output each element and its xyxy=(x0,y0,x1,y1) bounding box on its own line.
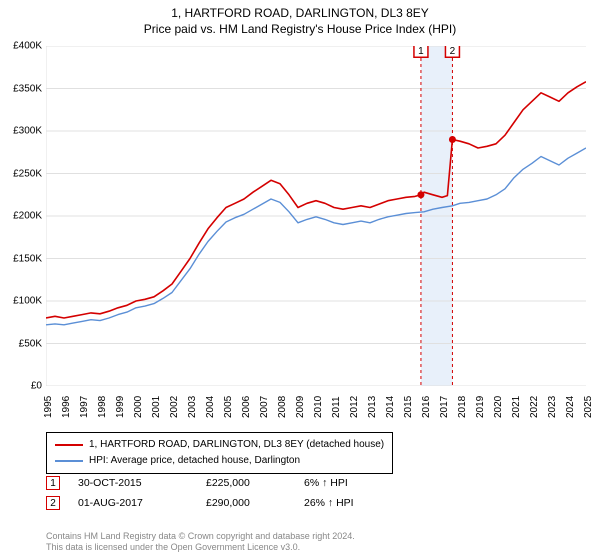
footer-line2: This data is licensed under the Open Gov… xyxy=(46,542,355,554)
x-tick-label: 2021 xyxy=(511,396,522,418)
x-tick-label: 2007 xyxy=(259,396,270,418)
x-tick-label: 1997 xyxy=(79,396,90,418)
marker-pct: 26% ↑ HPI xyxy=(304,497,394,509)
x-tick-label: 2004 xyxy=(205,396,216,418)
x-tick-label: 2015 xyxy=(403,396,414,418)
x-tick-label: 1999 xyxy=(115,396,126,418)
x-tick-label: 2023 xyxy=(547,396,558,418)
x-tick-label: 2018 xyxy=(457,396,468,418)
x-tick-label: 1995 xyxy=(43,396,54,418)
marker-row: 1 30-OCT-2015 £225,000 6% ↑ HPI xyxy=(46,476,394,490)
y-tick-label: £150K xyxy=(13,253,42,264)
x-tick-label: 1998 xyxy=(97,396,108,418)
chart-svg: 12 xyxy=(46,46,586,386)
y-tick-label: £350K xyxy=(13,83,42,94)
chart-area: 12 xyxy=(46,46,586,386)
x-tick-label: 2024 xyxy=(565,396,576,418)
x-tick-label: 2025 xyxy=(583,396,594,418)
x-tick-label: 2010 xyxy=(313,396,324,418)
y-tick-label: £100K xyxy=(13,296,42,307)
x-tick-label: 2006 xyxy=(241,396,252,418)
x-tick-label: 2019 xyxy=(475,396,486,418)
footer-line1: Contains HM Land Registry data © Crown c… xyxy=(46,531,355,543)
marker-table: 1 30-OCT-2015 £225,000 6% ↑ HPI 2 01-AUG-2017… xyxy=(46,476,394,516)
y-tick-label: £0 xyxy=(31,381,42,392)
x-tick-label: 2022 xyxy=(529,396,540,418)
x-tick-label: 2000 xyxy=(133,396,144,418)
y-tick-label: £300K xyxy=(13,126,42,137)
marker-price: £290,000 xyxy=(206,497,286,509)
legend: 1, HARTFORD ROAD, DARLINGTON, DL3 8EY (d… xyxy=(46,432,393,474)
x-tick-label: 2002 xyxy=(169,396,180,418)
x-tick-label: 2014 xyxy=(385,396,396,418)
legend-label: HPI: Average price, detached house, Darl… xyxy=(89,453,300,469)
y-tick-label: £250K xyxy=(13,168,42,179)
x-tick-label: 2011 xyxy=(331,396,342,418)
title-address: 1, HARTFORD ROAD, DARLINGTON, DL3 8EY xyxy=(0,6,600,20)
marker-row: 2 01-AUG-2017 £290,000 26% ↑ HPI xyxy=(46,496,394,510)
title-subtitle: Price paid vs. HM Land Registry's House … xyxy=(0,22,600,36)
y-tick-label: £50K xyxy=(19,338,42,349)
svg-text:1: 1 xyxy=(418,46,424,57)
marker-badge: 1 xyxy=(46,476,60,490)
y-tick-label: £400K xyxy=(13,41,42,52)
footer: Contains HM Land Registry data © Crown c… xyxy=(46,531,355,554)
marker-date: 01-AUG-2017 xyxy=(78,497,188,509)
title-block: 1, HARTFORD ROAD, DARLINGTON, DL3 8EY Pr… xyxy=(0,0,600,36)
x-tick-label: 2008 xyxy=(277,396,288,418)
y-tick-label: £200K xyxy=(13,211,42,222)
marker-price: £225,000 xyxy=(206,477,286,489)
marker-date: 30-OCT-2015 xyxy=(78,477,188,489)
figure-container: 1, HARTFORD ROAD, DARLINGTON, DL3 8EY Pr… xyxy=(0,0,600,560)
x-tick-label: 2005 xyxy=(223,396,234,418)
x-tick-label: 2020 xyxy=(493,396,504,418)
x-tick-label: 2009 xyxy=(295,396,306,418)
legend-row: 1, HARTFORD ROAD, DARLINGTON, DL3 8EY (d… xyxy=(55,437,384,453)
marker-pct: 6% ↑ HPI xyxy=(304,477,394,489)
x-tick-label: 2012 xyxy=(349,396,360,418)
legend-label: 1, HARTFORD ROAD, DARLINGTON, DL3 8EY (d… xyxy=(89,437,384,453)
x-tick-label: 2013 xyxy=(367,396,378,418)
marker-badge: 2 xyxy=(46,496,60,510)
x-tick-label: 2001 xyxy=(151,396,162,418)
svg-text:2: 2 xyxy=(450,46,456,57)
legend-swatch xyxy=(55,444,83,446)
legend-swatch xyxy=(55,460,83,462)
x-tick-label: 1996 xyxy=(61,396,72,418)
x-tick-label: 2003 xyxy=(187,396,198,418)
legend-row: HPI: Average price, detached house, Darl… xyxy=(55,453,384,469)
x-tick-label: 2016 xyxy=(421,396,432,418)
x-tick-label: 2017 xyxy=(439,396,450,418)
